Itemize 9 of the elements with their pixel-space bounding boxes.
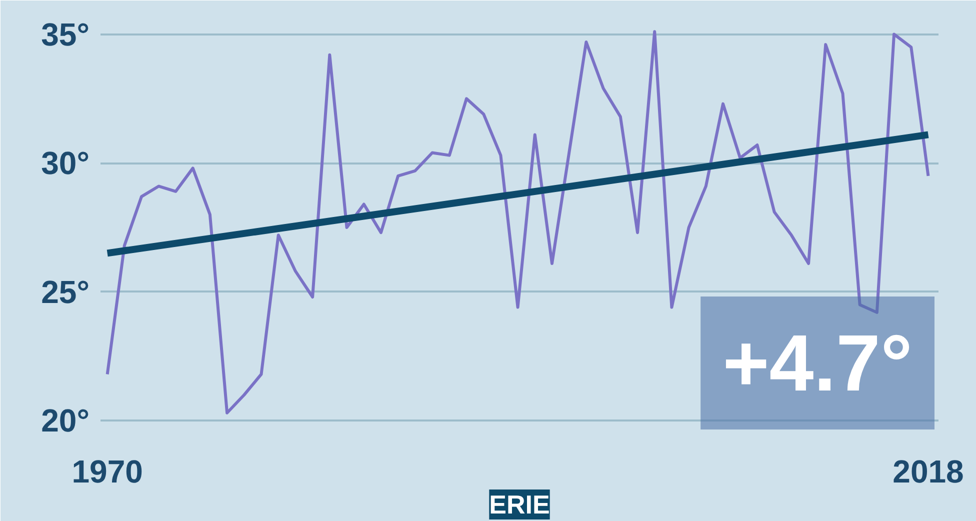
y-tick-label: 30°: [41, 145, 90, 182]
y-tick-label: 25°: [41, 274, 90, 310]
line-series: [106, 30, 930, 414]
y-tick-label: 20°: [41, 402, 90, 439]
text: ERIE: [489, 490, 550, 520]
x-tick-label: 1970: [72, 454, 143, 490]
annotation: +4.7°: [722, 318, 912, 408]
x-tick-label: 2018: [892, 454, 964, 490]
y-tick-label: 35°: [41, 16, 90, 52]
